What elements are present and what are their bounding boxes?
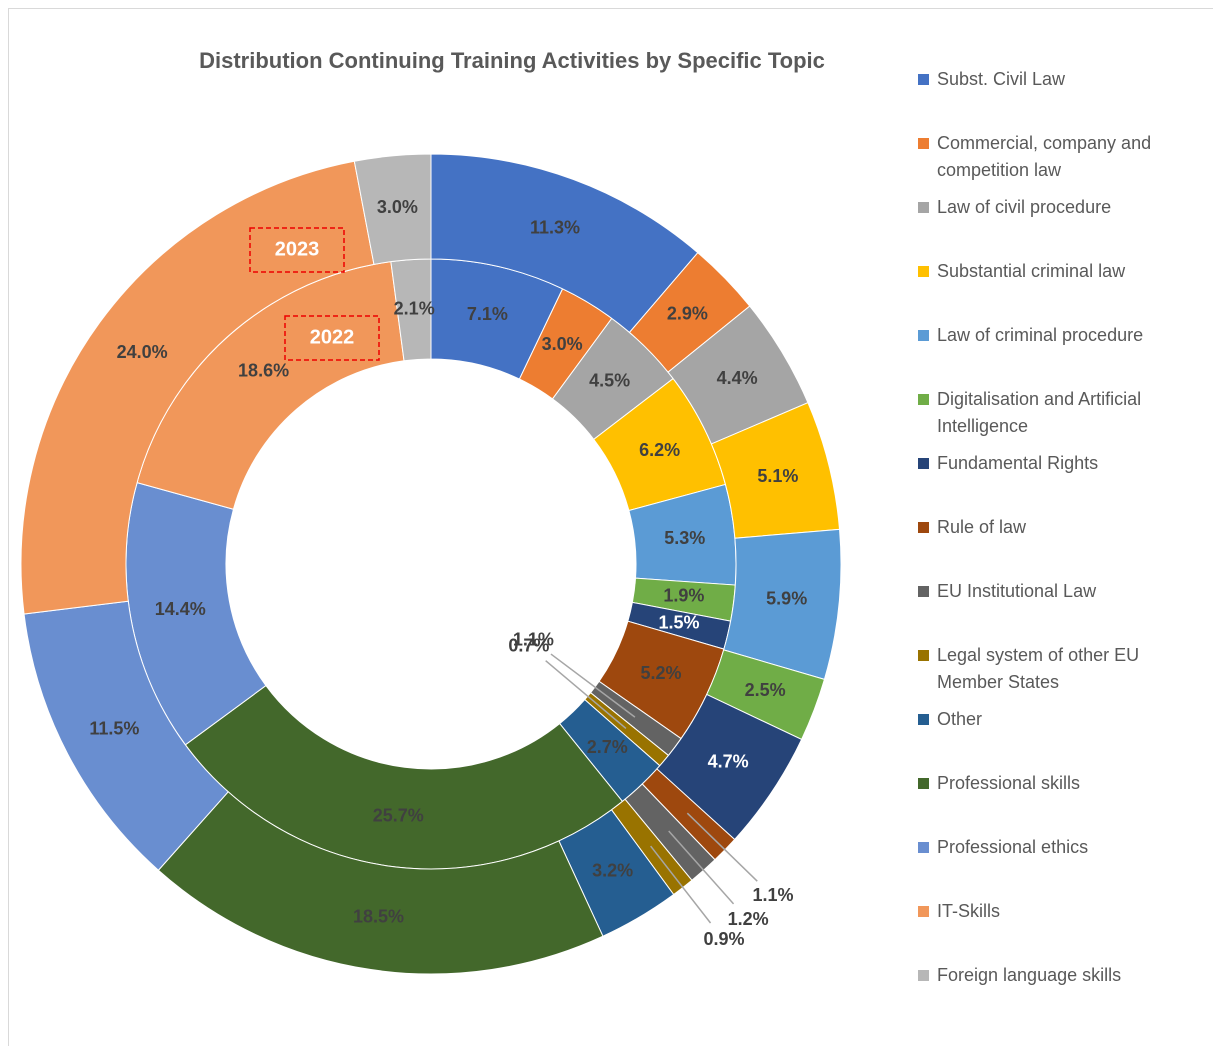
leader-line <box>686 812 758 882</box>
data-label: 2.1% <box>394 298 435 318</box>
data-label: 6.2% <box>639 440 680 460</box>
data-label: 1.9% <box>663 586 704 606</box>
legend-item: Professional skills <box>918 770 1198 797</box>
legend-swatch <box>918 778 929 789</box>
legend-item: Other <box>918 706 1198 733</box>
legend-swatch <box>918 138 929 149</box>
chart-title: Distribution Continuing Training Activit… <box>199 48 825 73</box>
data-label: 24.0% <box>117 342 168 362</box>
data-label: 7.1% <box>467 304 508 324</box>
legend-label: Commercial, company and competition law <box>937 133 1152 180</box>
data-label: 2.5% <box>745 680 786 700</box>
data-label: 0.7% <box>508 635 549 655</box>
leader-line <box>550 653 636 718</box>
data-label: 3.0% <box>542 334 583 354</box>
data-label: 4.7% <box>708 751 749 771</box>
series-name-box <box>284 315 380 361</box>
data-label: 5.3% <box>664 528 705 548</box>
legend-label: IT-Skills <box>937 901 1000 921</box>
legend-swatch <box>918 586 929 597</box>
data-label: 2.7% <box>587 737 628 757</box>
legend-label: Professional skills <box>937 773 1081 793</box>
legend-item: Substantial criminal law <box>918 258 1198 285</box>
legend-swatch <box>918 458 929 469</box>
legend-swatch <box>918 330 929 341</box>
legend-item: Digitalisation and Artificial Intelligen… <box>918 386 1198 440</box>
leader-line <box>545 660 627 729</box>
series-name-box <box>249 227 345 273</box>
legend-label: Law of criminal procedure <box>937 325 1144 345</box>
legend-item: Legal system of other EU Member States <box>918 642 1198 696</box>
legend-label: Substantial criminal law <box>937 261 1126 281</box>
legend-label: Professional ethics <box>937 837 1089 857</box>
leader-line <box>668 830 735 905</box>
data-label: 11.3% <box>530 217 580 237</box>
donut-segment <box>20 160 375 615</box>
legend-item: IT-Skills <box>918 898 1198 925</box>
legend-swatch <box>918 522 929 533</box>
legend-label: Subst. Civil Law <box>937 69 1066 89</box>
data-label: 25.7% <box>373 806 424 826</box>
data-label: 1.5% <box>658 612 699 632</box>
donut-segment <box>353 153 432 265</box>
legend-item: Commercial, company and competition law <box>918 130 1198 184</box>
legend-label: Fundamental Rights <box>937 453 1099 473</box>
legend-label: Rule of law <box>937 517 1027 537</box>
chart-border <box>8 8 1213 1046</box>
legend-item: Professional ethics <box>918 834 1198 861</box>
data-label: 1.1% <box>513 630 554 650</box>
legend-swatch <box>918 74 929 85</box>
legend-swatch <box>918 202 929 213</box>
legend-swatch <box>918 650 929 661</box>
series-name: 2023 <box>275 238 320 260</box>
data-label: 18.6% <box>238 360 289 380</box>
legend-swatch <box>918 842 929 853</box>
data-label: 1.1% <box>752 885 793 905</box>
series-name: 2022 <box>310 326 355 348</box>
legend-swatch <box>918 714 929 725</box>
data-label: 5.2% <box>641 663 682 683</box>
data-label: 4.4% <box>717 368 758 388</box>
legend-item: Rule of law <box>918 514 1198 541</box>
data-label: 11.5% <box>89 719 139 739</box>
data-label: 3.0% <box>377 197 418 217</box>
legend-item: Law of civil procedure <box>918 194 1198 221</box>
legend-label: EU Institutional Law <box>937 581 1097 601</box>
legend-swatch <box>918 266 929 277</box>
legend-item: Fundamental Rights <box>918 450 1198 477</box>
data-label: 5.9% <box>766 589 807 609</box>
legend-item: Subst. Civil Law <box>918 66 1198 93</box>
leader-line <box>650 845 712 924</box>
data-label: 1.2% <box>728 909 769 929</box>
legend-item: Foreign language skills <box>918 962 1198 989</box>
data-label: 2.9% <box>667 304 708 324</box>
data-label: 0.9% <box>704 929 745 949</box>
legend-label: Other <box>937 709 983 729</box>
legend-item: Law of criminal procedure <box>918 322 1198 349</box>
data-label: 5.1% <box>757 466 798 486</box>
legend-swatch <box>918 394 929 405</box>
legend-label: Legal system of other EU Member States <box>937 645 1140 692</box>
data-label: 14.4% <box>155 599 206 619</box>
data-label: 4.5% <box>589 371 630 391</box>
legend-label: Foreign language skills <box>937 965 1122 985</box>
data-label: 3.2% <box>592 861 633 881</box>
legend-swatch <box>918 906 929 917</box>
legend-item: EU Institutional Law <box>918 578 1198 605</box>
data-label: 18.5% <box>353 906 404 926</box>
legend-label: Digitalisation and Artificial Intelligen… <box>937 389 1142 436</box>
legend-swatch <box>918 970 929 981</box>
legend-label: Law of civil procedure <box>937 197 1112 217</box>
